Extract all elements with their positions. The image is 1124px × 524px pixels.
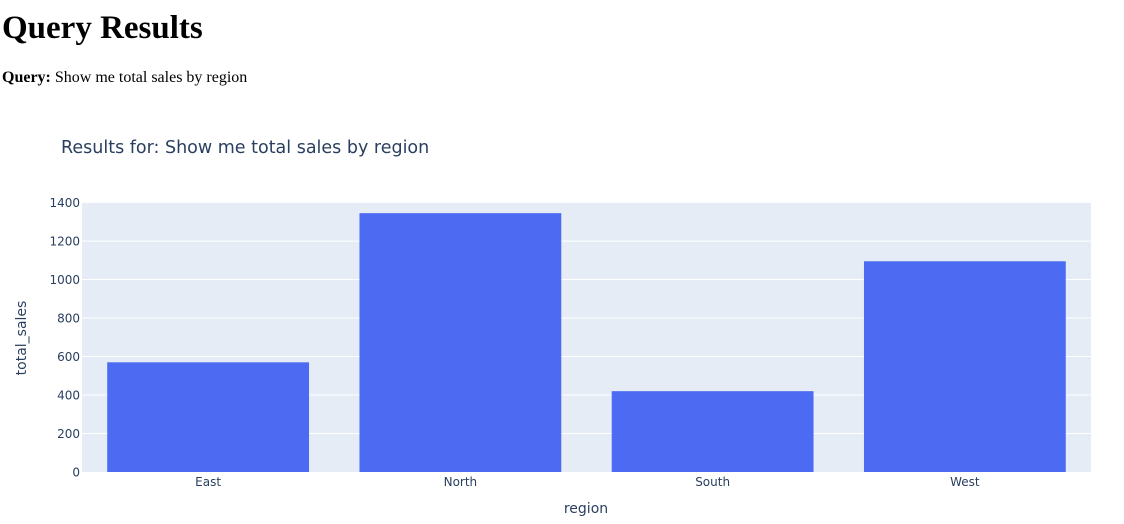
bar-west[interactable]	[863, 261, 1066, 472]
page-title: Query Results	[2, 10, 203, 46]
y-tick-label: 200	[57, 427, 80, 441]
y-tick-label: 600	[57, 350, 80, 364]
y-tick-label: 0	[72, 466, 80, 480]
y-tick-label: 800	[57, 312, 80, 326]
query-line: Query: Show me total sales by region	[2, 68, 247, 88]
y-axis-ticks: 0 200 400 600 800 1000 1200 1400	[49, 196, 80, 479]
bar-north[interactable]	[359, 213, 562, 472]
chart-title: Results for: Show me total sales by regi…	[61, 138, 429, 158]
x-tick-label: North	[444, 475, 478, 489]
y-axis-title: total_sales	[14, 301, 30, 376]
y-tick-label: 1400	[49, 196, 80, 210]
bars	[107, 213, 1066, 472]
query-label: Query:	[2, 69, 51, 86]
query-text: Show me total sales by region	[54, 69, 248, 86]
x-axis-title: region	[564, 501, 608, 517]
bar-chart: Results for: Show me total sales by regi…	[0, 120, 1124, 524]
x-tick-label: East	[195, 475, 221, 489]
y-tick-label: 1200	[49, 235, 80, 249]
bar-south[interactable]	[611, 391, 814, 472]
chart-svg: Results for: Show me total sales by regi…	[14, 138, 1091, 517]
y-tick-label: 1000	[49, 273, 80, 287]
x-tick-label: West	[950, 475, 980, 489]
bar-east[interactable]	[107, 362, 310, 472]
y-tick-label: 400	[57, 389, 80, 403]
x-tick-label: South	[695, 475, 730, 489]
x-axis-ticks: East North South West	[195, 475, 980, 489]
